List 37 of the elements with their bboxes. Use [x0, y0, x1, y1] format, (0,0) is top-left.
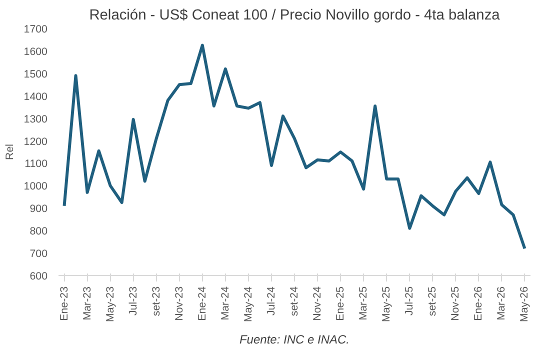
x-tick-label: Mar-26 [496, 286, 508, 320]
y-tick-label: 1000 [24, 180, 48, 193]
y-tick-label: 1500 [24, 68, 48, 80]
x-tick-label: May-26 [518, 286, 531, 322]
x-tick-label: Mar-23 [81, 286, 94, 320]
y-tick-label: 1400 [24, 90, 48, 103]
line-series [62, 44, 526, 250]
x-tick-label: Jul-24 [265, 286, 278, 316]
source-note: Fuente: INC e INAC. [239, 332, 350, 346]
y-tick-label: 600 [30, 270, 48, 282]
y-tick-label: 800 [30, 226, 48, 238]
x-tick-label: Jul-25 [404, 286, 416, 316]
x-tick-label: Mar-25 [358, 286, 370, 320]
x-tick-label: Ene-23 [58, 286, 70, 321]
x-tick-label: set-25 [426, 286, 439, 316]
y-tick-label: 1200 [24, 136, 48, 148]
x-tick-label: Ene-24 [196, 286, 208, 321]
y-tick-label: 1700 [24, 24, 48, 36]
x-tick-label: Nov-25 [450, 286, 462, 321]
chart-title: Relación - US$ Coneat 100 / Precio Novillo gordo - 4ta balanza [89, 8, 501, 24]
y-tick-label: 1300 [24, 113, 48, 126]
x-tick-label: May-24 [242, 286, 254, 322]
x-tick-label: Ene-25 [334, 286, 347, 321]
x-tick-label: May-23 [104, 286, 116, 322]
x-tick-label: Nov-23 [173, 286, 186, 321]
x-tick-label: set-24 [288, 286, 300, 316]
x-tick-label: set-23 [150, 286, 162, 316]
x-tick-label: May-25 [380, 286, 393, 322]
x-tick-label: Jul-23 [127, 286, 140, 316]
y-tick-label: 900 [30, 203, 48, 216]
y-tick-label: 1100 [24, 158, 48, 170]
x-tick-label: Nov-24 [312, 286, 324, 321]
y-tick-label: 700 [30, 248, 48, 260]
x-tick-label: Ene-26 [472, 286, 485, 321]
y-tick-label: 1600 [24, 46, 48, 58]
y-axis-title: Rel [4, 144, 16, 160]
x-tick-label: Mar-24 [219, 286, 232, 320]
